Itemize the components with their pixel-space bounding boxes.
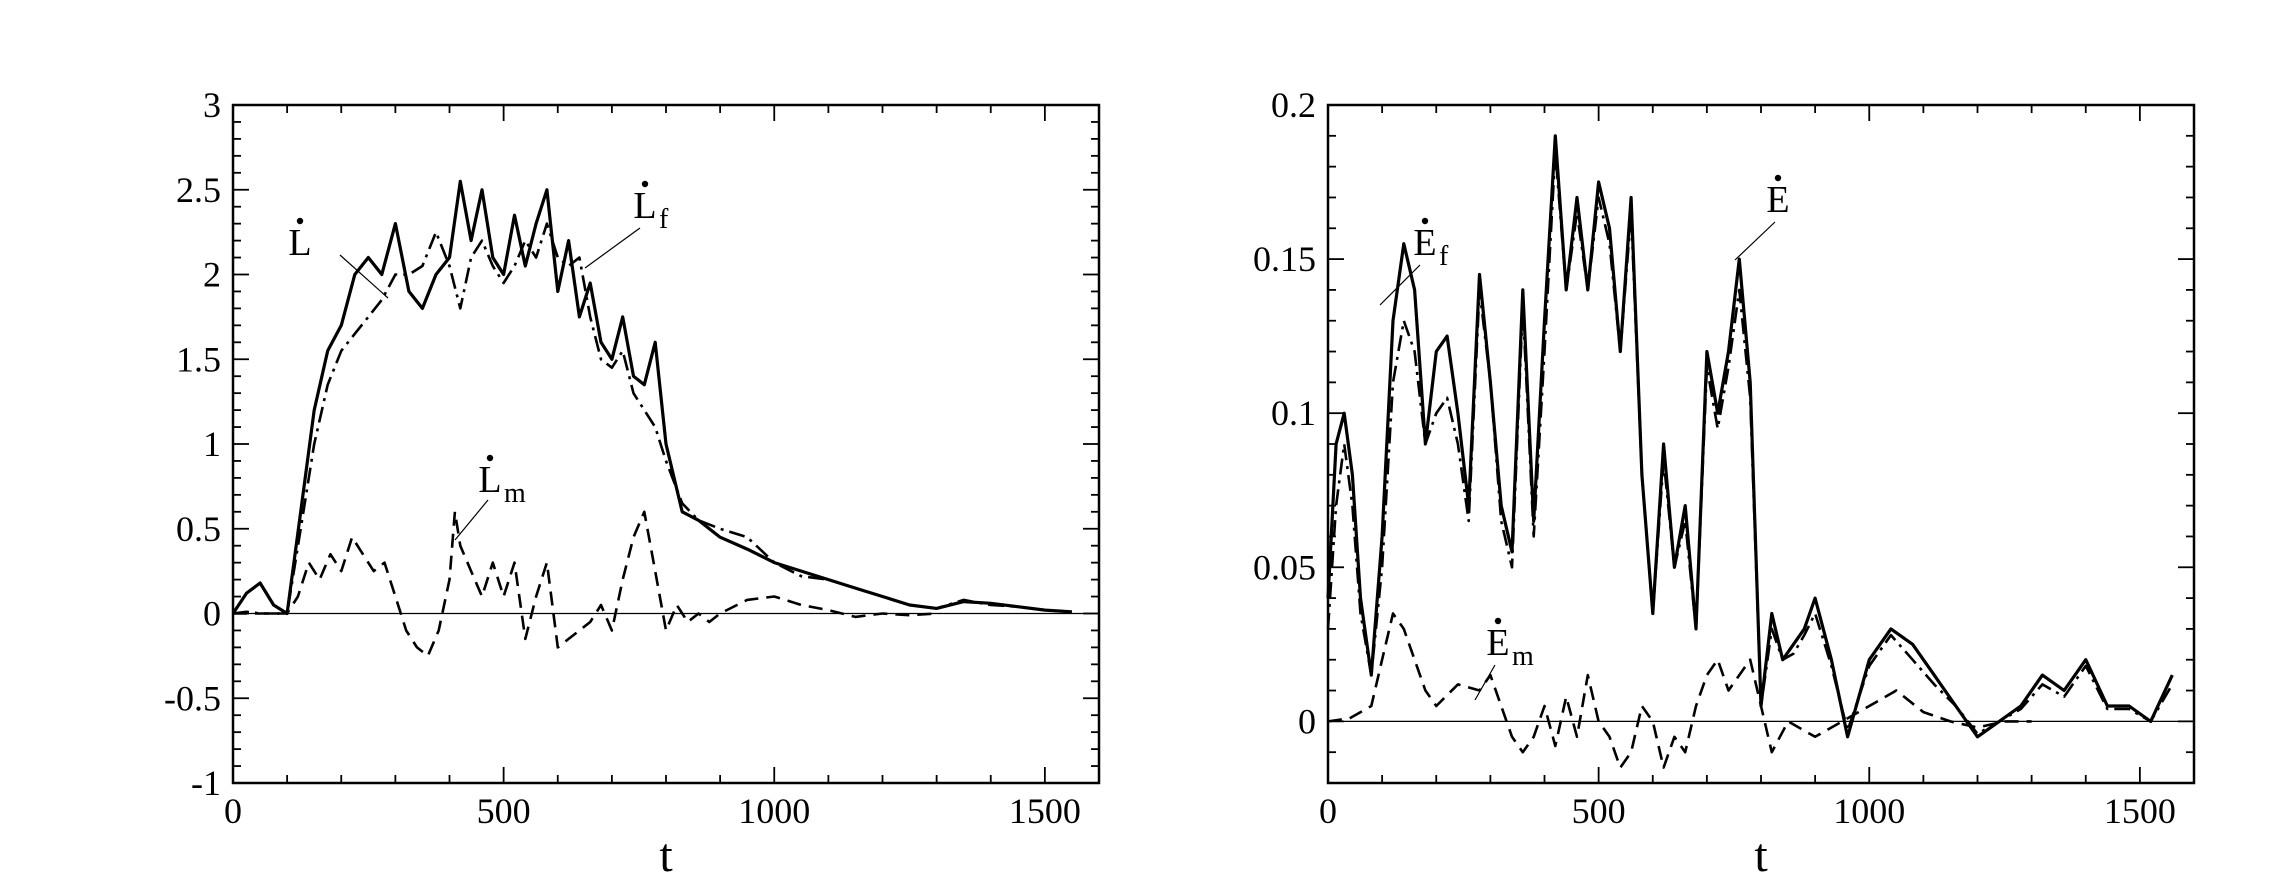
y-tick-label: 0.05 <box>1253 547 1316 587</box>
series-line-dashed <box>1327 612 2032 769</box>
annotation-dot <box>641 180 649 188</box>
annotation-label: L <box>288 222 311 264</box>
annotation-leader <box>584 227 641 269</box>
annotation-dot <box>1421 217 1429 225</box>
y-tick-label: 0 <box>203 594 221 634</box>
series-line-dashdot <box>1326 149 2174 735</box>
annotation-subscript: f <box>1439 241 1449 272</box>
x-tick-label: 0 <box>224 791 242 831</box>
y-tick-label: 2.5 <box>176 170 221 210</box>
series-line-dashed <box>233 510 937 658</box>
x-axis-title: t <box>659 829 673 881</box>
y-tick-label: 0.1 <box>1271 393 1316 433</box>
annotation-leader <box>1474 664 1496 701</box>
x-tick-label: 0 <box>1319 791 1337 831</box>
x-tick-label: 500 <box>477 791 531 831</box>
y-tick-label: 1.5 <box>176 339 221 379</box>
x-tick-label: 500 <box>1572 791 1626 831</box>
annotation-leader <box>339 254 389 299</box>
y-tick-label: 3 <box>203 85 221 125</box>
annotation-dot <box>1774 174 1782 182</box>
x-tick-label: 1000 <box>738 791 810 831</box>
annotation-subscript: m <box>1512 641 1534 672</box>
y-tick-label: -1 <box>191 763 221 803</box>
series-line-solid <box>231 179 1073 616</box>
annotation-label: L <box>478 459 501 501</box>
x-tick-label: 1500 <box>1009 791 1081 831</box>
annotation-label: E <box>1766 179 1789 221</box>
annotation-label: E <box>1486 622 1509 664</box>
y-tick-label: 2 <box>203 255 221 295</box>
y-tick-label: 0.5 <box>176 509 221 549</box>
annotation-dot <box>296 217 304 225</box>
y-tick-label: 0 <box>1298 701 1316 741</box>
y-tick-label: 0.2 <box>1271 85 1316 125</box>
annotation-subscript: f <box>659 204 669 235</box>
y-tick-label: -0.5 <box>164 678 221 718</box>
y-tick-label: 1 <box>203 424 221 464</box>
annotation-leader <box>1734 221 1776 261</box>
y-tick-label: 0.15 <box>1253 239 1316 279</box>
x-axis-title: t <box>1754 829 1768 881</box>
x-tick-label: 1500 <box>2104 791 2176 831</box>
series-line-solid <box>1326 134 2174 739</box>
annotation-label: L <box>633 185 656 227</box>
annotation-leader <box>454 499 489 541</box>
annotation-subscript: m <box>504 478 526 509</box>
annotation-dot <box>1494 617 1502 625</box>
x-tick-label: 1000 <box>1833 791 1905 831</box>
annotation-dot <box>486 454 494 462</box>
annotation-label: E <box>1413 222 1436 264</box>
annotation-leader <box>1379 264 1421 306</box>
